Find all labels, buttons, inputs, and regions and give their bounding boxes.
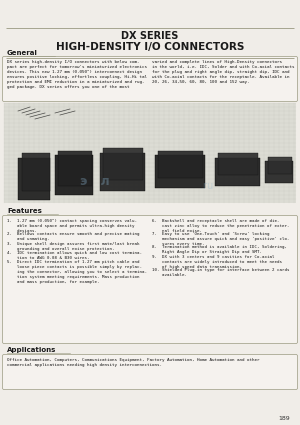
Bar (265, 161, 293, 183)
Text: DX series high-density I/O connectors with below com-
pact are perfect for tomor: DX series high-density I/O connectors wi… (7, 60, 147, 89)
Bar (215, 158, 260, 186)
Bar (268, 157, 292, 174)
Text: .ru: .ru (200, 181, 213, 191)
Text: 2.  Bellows contacts ensure smooth and precise mating
    and unmating.: 2. Bellows contacts ensure smooth and pr… (7, 232, 140, 241)
Text: 6.  Backshell and receptacle shell are made of die-
    cast zinc alloy to reduc: 6. Backshell and receptacle shell are ma… (152, 219, 290, 233)
Text: varied and complete lines of High-Density connectors
in the world, i.e. IDC, Sol: varied and complete lines of High-Densit… (152, 60, 295, 84)
Text: э   л: э л (80, 175, 110, 188)
Text: 189: 189 (278, 416, 290, 421)
Bar (18, 158, 50, 200)
Text: DX SERIES: DX SERIES (121, 31, 179, 41)
Bar (100, 153, 145, 191)
Text: 10. Shielded Plug-in type for interface between 2 cards
    available.: 10. Shielded Plug-in type for interface … (152, 268, 290, 277)
Text: 3.  Unique shell design assures first mate/last break
    grounding and overall : 3. Unique shell design assures first mat… (7, 241, 140, 250)
Bar (22, 153, 50, 191)
Text: Applications: Applications (7, 347, 56, 353)
Bar (103, 148, 143, 180)
Text: Office Automation, Computers, Communications Equipment, Factory Automation, Home: Office Automation, Computers, Communicat… (7, 358, 260, 367)
Text: 9.  DX with 3 centers and 9 cavities for Co-axial
    contacts are widely introd: 9. DX with 3 centers and 9 cavities for … (152, 255, 282, 269)
FancyBboxPatch shape (2, 354, 298, 389)
FancyBboxPatch shape (2, 57, 298, 102)
Text: General: General (7, 50, 38, 56)
Text: 4.  IDC termination allows quick and low cost termina-
    tion to AWG 0.08 & B3: 4. IDC termination allows quick and low … (7, 251, 142, 260)
Text: 7.  Easy to use 'One-Touch' and 'Screw' locking
    mechanism and assure quick a: 7. Easy to use 'One-Touch' and 'Screw' l… (152, 232, 290, 246)
Text: 5.  Direct IDC termination of 1.27 mm pitch cable and
    loose piece contacts i: 5. Direct IDC termination of 1.27 mm pit… (7, 261, 147, 284)
Bar (155, 155, 205, 188)
Text: HIGH-DENSITY I/O CONNECTORS: HIGH-DENSITY I/O CONNECTORS (56, 42, 244, 52)
Bar (158, 151, 203, 178)
Text: Features: Features (7, 208, 42, 214)
Text: 1.  1.27 mm (0.050") contact spacing conserves valu-
    able board space and pe: 1. 1.27 mm (0.050") contact spacing cons… (7, 219, 137, 233)
Bar (58, 151, 92, 186)
Bar (218, 153, 258, 175)
Bar (4, 103, 296, 203)
Text: 8.  Termination method is available in IDC, Soldering,
    Right Angle Dip or St: 8. Termination method is available in ID… (152, 245, 287, 254)
FancyBboxPatch shape (2, 215, 298, 343)
Bar (55, 155, 93, 195)
